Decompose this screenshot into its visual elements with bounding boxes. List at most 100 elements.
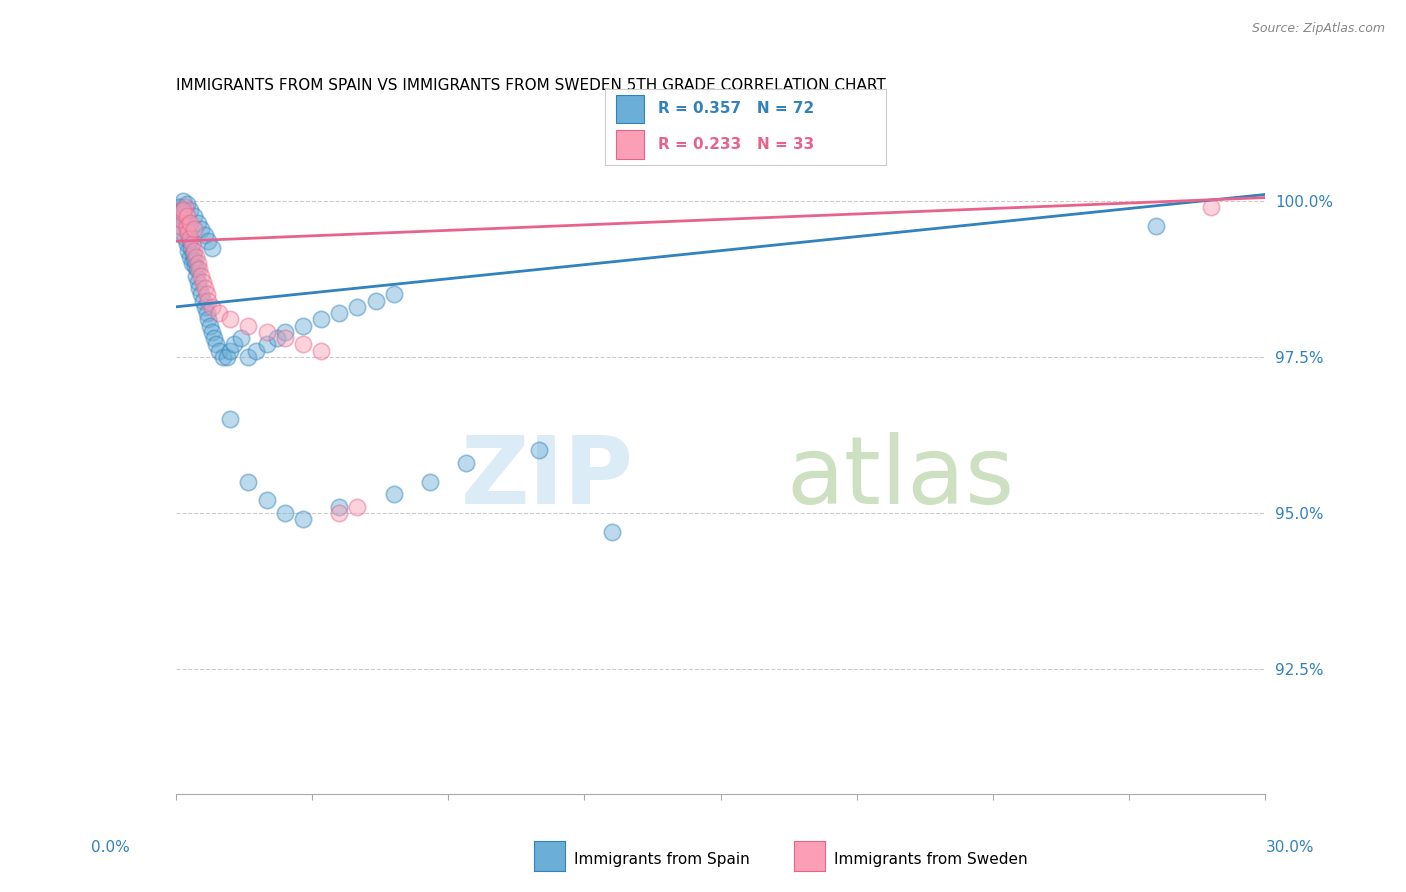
Point [201,325,224,339]
Point [195,287,218,301]
Text: 0.0%: 0.0% [91,840,131,855]
Point [174,221,197,235]
Point [219,312,242,326]
Point [188,262,211,277]
Point [173,231,195,245]
Point [197,312,219,326]
Point [186,256,209,270]
Point [172,202,194,217]
Text: IMMIGRANTS FROM SPAIN VS IMMIGRANTS FROM SWEDEN 5TH GRADE CORRELATION CHART: IMMIGRANTS FROM SPAIN VS IMMIGRANTS FROM… [176,78,886,94]
Point [177,225,200,239]
Point [328,506,350,520]
Point [172,225,194,239]
Point [238,475,260,489]
Point [194,227,217,242]
Point [274,331,297,345]
Point [208,343,231,358]
Point [176,219,198,233]
Text: R = 0.233   N = 33: R = 0.233 N = 33 [658,137,814,152]
Point [1199,200,1222,214]
Bar [616,130,644,159]
Point [527,443,550,458]
Point [176,237,198,252]
Point [256,325,278,339]
Point [180,240,202,254]
Point [291,512,314,526]
Point [201,300,224,314]
Point [177,244,200,258]
Point [176,209,198,223]
Point [166,206,188,220]
Point [172,194,194,208]
Text: R = 0.357   N = 72: R = 0.357 N = 72 [658,102,814,117]
Point [256,337,278,351]
Point [169,200,191,214]
Point [181,237,204,252]
Point [245,343,267,358]
Point [419,475,441,489]
Point [600,524,623,539]
Point [179,235,201,249]
Point [181,246,204,260]
Bar [616,95,644,123]
Point [173,200,195,214]
Point [183,221,205,235]
Point [183,244,205,258]
Point [169,219,191,233]
Point [183,259,205,273]
Text: atlas: atlas [786,432,1014,524]
Text: Immigrants from Spain: Immigrants from Spain [574,853,749,867]
Point [190,287,212,301]
Point [364,293,387,308]
Point [1146,219,1168,233]
Point [186,275,209,289]
Point [201,240,224,254]
Point [181,256,204,270]
Point [184,268,207,283]
Point [202,331,225,345]
Point [291,337,314,351]
Text: Source: ZipAtlas.com: Source: ZipAtlas.com [1251,22,1385,36]
Point [200,318,222,333]
Point [183,252,205,267]
Point [188,281,211,295]
Point [238,318,260,333]
Point [197,293,219,308]
Point [309,312,332,326]
Point [186,215,209,229]
Point [204,337,226,351]
Point [219,343,242,358]
Point [170,219,193,233]
Point [186,262,208,277]
Point [177,227,200,242]
Point [170,212,193,227]
Point [190,221,212,235]
Point [190,268,212,283]
Point [215,350,238,364]
Point [382,487,405,501]
Point [222,337,245,351]
Point [184,250,207,264]
Point [274,325,297,339]
Point [266,331,288,345]
Point [291,318,314,333]
Point [169,202,191,217]
Point [208,306,231,320]
Point [238,350,260,364]
Point [179,250,201,264]
Point [256,493,278,508]
Point [212,350,235,364]
Point [197,235,219,249]
Point [167,200,190,214]
Point [346,500,368,514]
Point [328,306,350,320]
Point [194,300,217,314]
Point [219,412,242,426]
Point [179,202,201,217]
Text: 30.0%: 30.0% [1267,840,1315,855]
Point [183,209,205,223]
Point [194,281,217,295]
Point [456,456,478,470]
Point [195,306,218,320]
Point [309,343,332,358]
